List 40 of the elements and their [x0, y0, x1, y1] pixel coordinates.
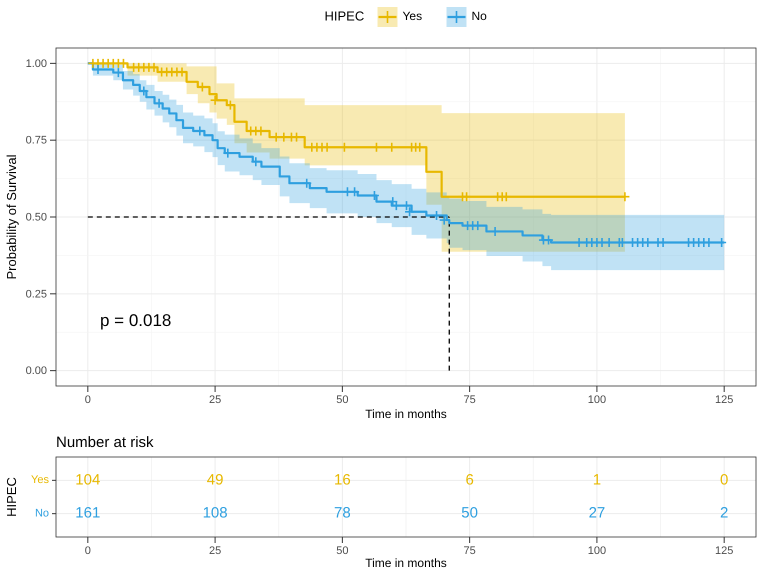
data-label: 78 [334, 504, 351, 522]
y-axis-title: Probability of Survival [4, 154, 19, 280]
x-tick-label: 0 [84, 544, 91, 557]
x-tick-label: 100 [588, 394, 606, 406]
y-tick-label: 0.00 [26, 365, 47, 378]
y-tick-label: 0.75 [26, 134, 47, 147]
x-tick-label: 50 [336, 394, 348, 406]
x-tick-label: 125 [715, 394, 734, 406]
x-tick-label: 75 [464, 394, 476, 406]
data-label: 161 [75, 504, 100, 522]
data-label: 50 [461, 504, 478, 522]
y-tick-label: 0.50 [26, 212, 47, 224]
legend-label: Yes [402, 9, 422, 24]
x-tick-label: 125 [715, 544, 734, 557]
data-label: 104 [75, 471, 100, 488]
legend-title: HIPEC [324, 8, 364, 24]
data-label: 6 [465, 471, 474, 488]
x-tick-label: 25 [208, 394, 222, 406]
data-label: 0 [720, 471, 728, 488]
y-tick-label: 1.00 [26, 58, 47, 70]
x-tick-label: 0 [84, 394, 91, 406]
legend-label: No [472, 9, 488, 24]
data-label: 108 [202, 504, 228, 522]
data-label: 2 [720, 504, 728, 522]
annotation: p = 0.018 [100, 311, 172, 330]
data-label: 16 [334, 471, 351, 488]
data-label: 1 [592, 471, 602, 488]
x-axis-title: Time in months [365, 407, 447, 421]
chart-title: Number at risk [56, 434, 154, 451]
data-label: 27 [588, 504, 606, 522]
y-tick-label: Yes [31, 474, 50, 486]
data-label: 49 [206, 471, 224, 488]
x-tick-label: 50 [336, 544, 348, 557]
x-tick-label: 100 [588, 544, 606, 557]
x-tick-label: 25 [208, 544, 222, 557]
y-axis-title: HIPEC [4, 477, 19, 517]
x-tick-label: 75 [464, 544, 476, 557]
y-tick-label: No [34, 508, 49, 520]
y-tick-label: 0.25 [26, 288, 47, 300]
x-axis-title: Time in months [365, 556, 447, 569]
